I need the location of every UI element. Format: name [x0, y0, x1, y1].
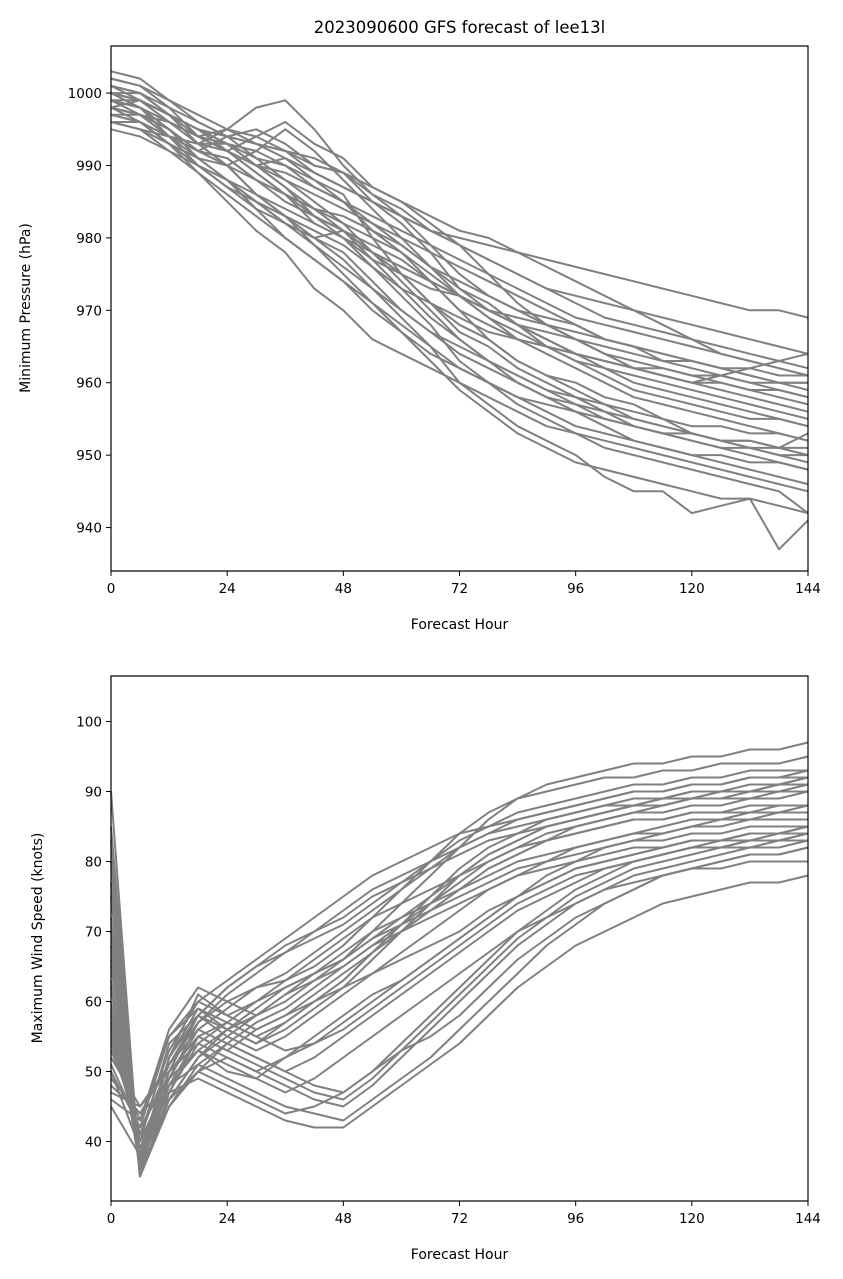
wind-chart: 0 24 48 72 96 120 144 40 50 60 70 80 90 100 Forecast… [30, 675, 821, 1263]
wind-x-tick-label: 48 [335, 1211, 352, 1227]
wind-x-tick-label: 144 [795, 1211, 821, 1227]
wind-y-tick-label: 90 [85, 785, 102, 801]
wind-y-tick-label: 60 [85, 995, 102, 1011]
pressure-x-tick-label: 96 [567, 581, 584, 597]
wind-x-ticks: 0 24 48 72 96 120 144 [107, 1201, 821, 1227]
wind-y-axis-label: Maximum Wind Speed (knots) [30, 833, 46, 1044]
wind-x-tick-label: 72 [451, 1211, 468, 1227]
wind-series-line-26 [110, 832, 808, 1178]
wind-series-line-18 [110, 804, 809, 1143]
pressure-series-line-26 [110, 121, 809, 471]
chart-title: 2023090600 GFS forecast of lee13l [314, 18, 606, 37]
pressure-x-tick-label: 48 [335, 581, 352, 597]
pressure-x-tick-label: 120 [679, 581, 705, 597]
wind-y-tick-label: 80 [85, 855, 102, 871]
pressure-series-lines [110, 70, 809, 551]
pressure-x-tick-label: 144 [795, 581, 821, 597]
pressure-x-tick-label: 0 [107, 581, 116, 597]
wind-series-line-15 [110, 839, 808, 1164]
wind-x-axis-label: Forecast Hour [411, 1247, 509, 1263]
pressure-y-tick-label: 1000 [68, 86, 102, 102]
pressure-x-ticks: 0 24 48 72 96 120 144 [107, 571, 821, 597]
wind-series-line-25 [110, 825, 809, 1150]
wind-series-line-29 [110, 860, 808, 1143]
wind-y-ticks: 40 50 60 70 80 90 100 [76, 715, 111, 1151]
wind-y-tick-label: 70 [85, 925, 102, 941]
wind-x-tick-label: 0 [107, 1211, 116, 1227]
wind-y-tick-label: 100 [76, 715, 102, 731]
pressure-x-tick-label: 24 [219, 581, 236, 597]
wind-x-tick-label: 96 [567, 1211, 584, 1227]
pressure-y-tick-label: 940 [76, 521, 102, 537]
wind-series-line-30 [110, 790, 808, 1171]
pressure-y-axis-label: Minimum Pressure (hPa) [18, 223, 34, 393]
wind-series-line-20 [110, 776, 808, 1129]
pressure-y-ticks: 940 950 960 970 980 990 1000 [68, 86, 111, 537]
pressure-y-tick-label: 950 [76, 448, 102, 464]
wind-x-tick-label: 120 [679, 1211, 705, 1227]
pressure-y-tick-label: 970 [76, 303, 102, 319]
pressure-y-tick-label: 960 [76, 376, 102, 392]
pressure-series-line-31 [110, 92, 808, 377]
wind-x-tick-label: 24 [219, 1211, 236, 1227]
wind-y-tick-label: 40 [85, 1135, 102, 1151]
pressure-series-line-27 [110, 84, 809, 355]
pressure-series-line-11 [110, 121, 809, 493]
wind-series-lines [110, 741, 809, 1178]
pressure-x-tick-label: 72 [451, 581, 468, 597]
pressure-y-tick-label: 990 [76, 158, 102, 174]
pressure-series-line-24 [110, 106, 809, 391]
pressure-chart: 0 24 48 72 96 120 144 940 950 960 970 980 990 1000 2… [18, 18, 821, 633]
wind-series-line-24 [110, 769, 808, 1136]
wind-series-line-19 [110, 861, 809, 1178]
pressure-series-line-18 [110, 106, 809, 319]
pressure-y-tick-label: 980 [76, 231, 102, 247]
pressure-x-axis-label: Forecast Hour [411, 617, 509, 633]
wind-y-tick-label: 50 [85, 1065, 102, 1081]
